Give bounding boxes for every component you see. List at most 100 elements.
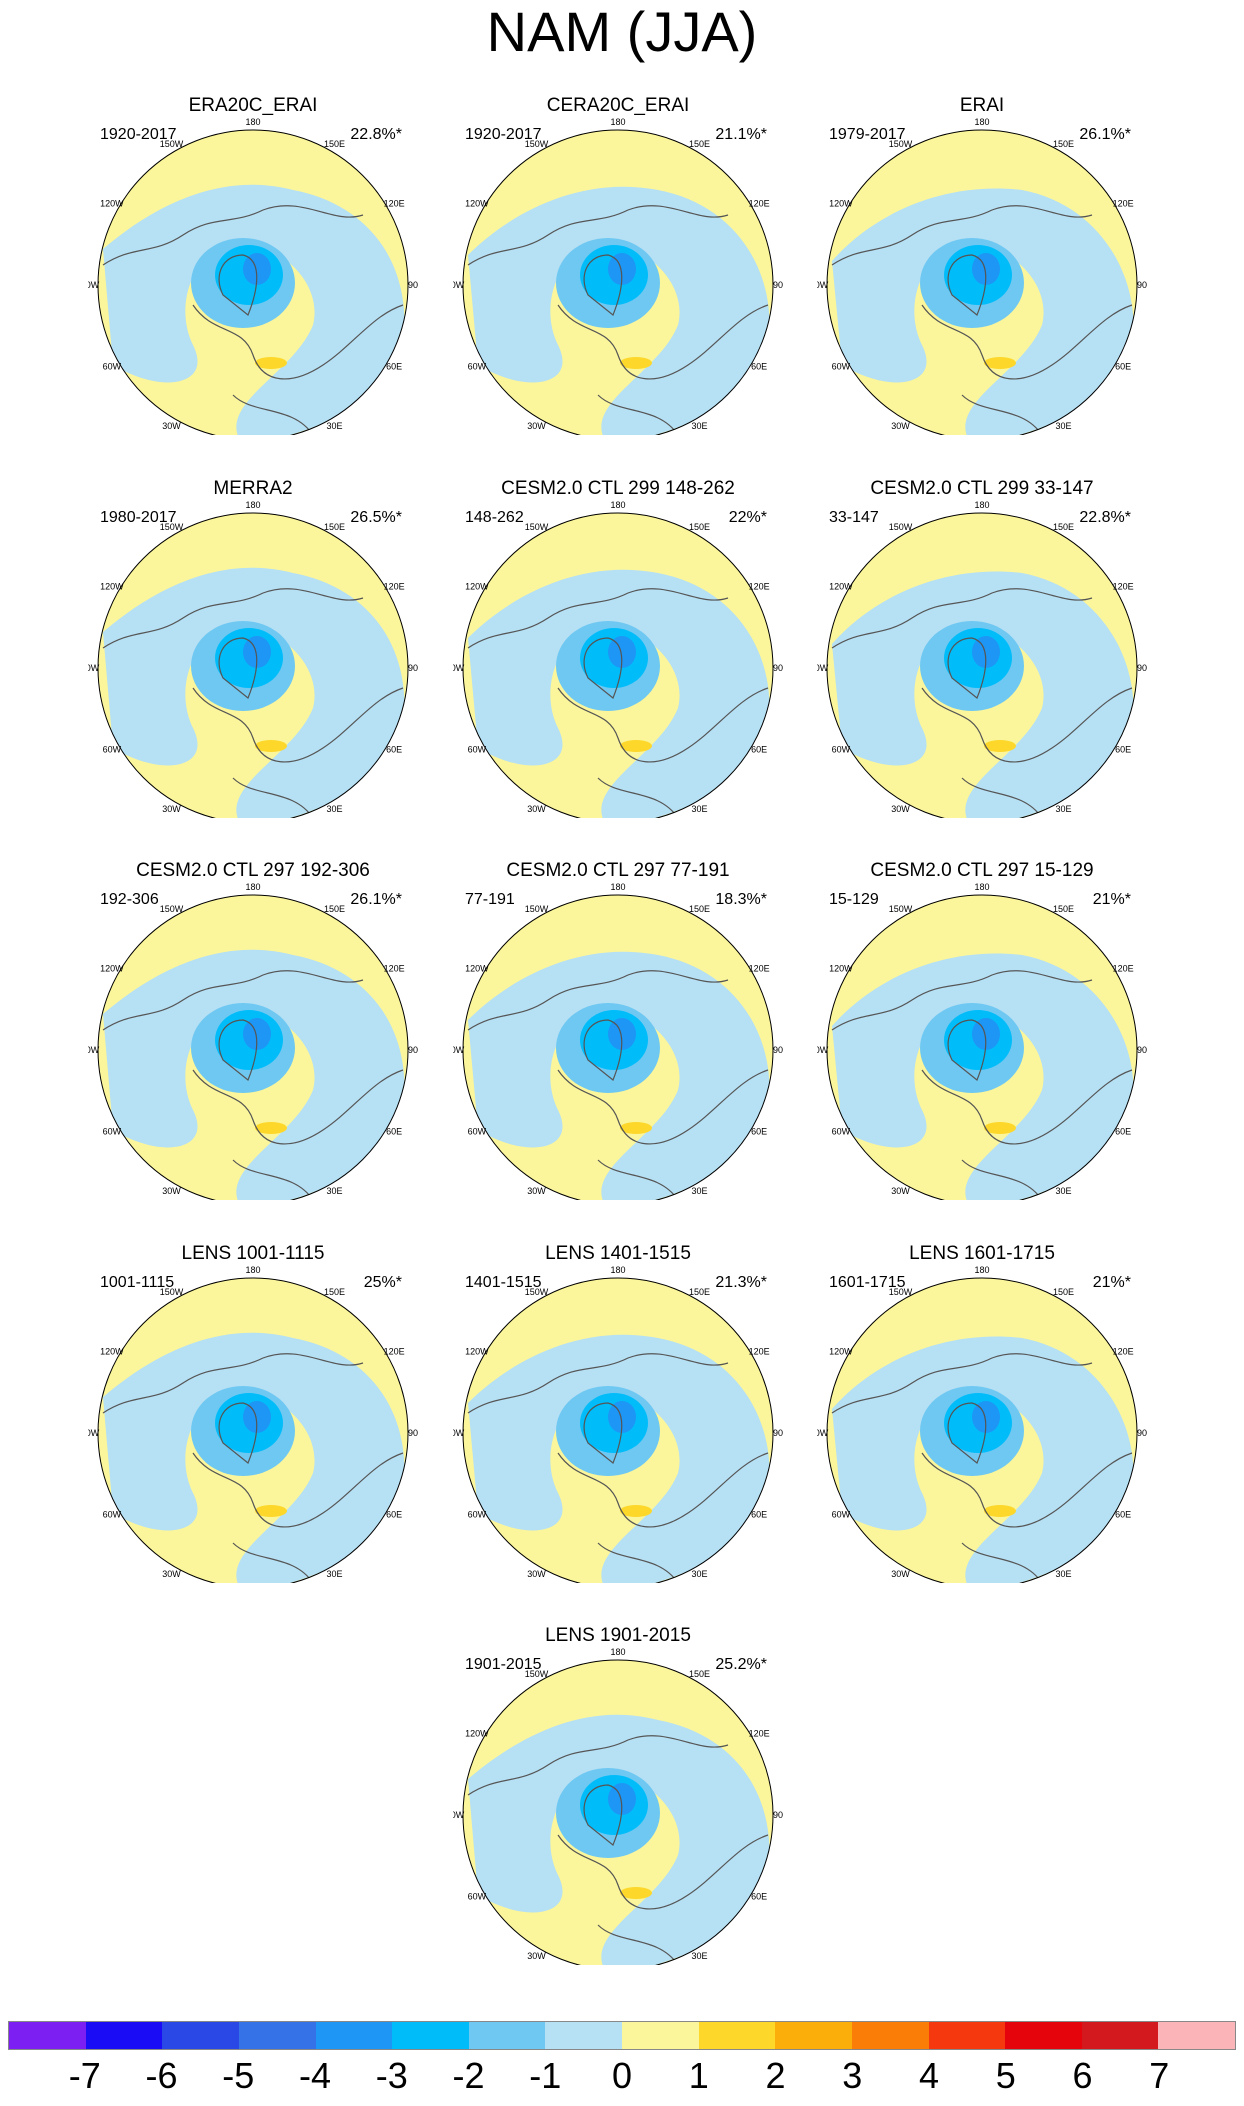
longitude-label: 30W — [527, 804, 546, 814]
positive-anomaly-blob — [984, 357, 1016, 369]
map-border — [462, 1277, 774, 1583]
colorbar-box — [1158, 2022, 1235, 2049]
longitude-label: 150E — [689, 522, 710, 532]
longitude-label: 180 — [974, 500, 989, 510]
polar-stereographic-map: 180150E120E90E60E30E030W60W90W120W150W — [453, 882, 783, 1200]
longitude-label: 90W — [88, 1428, 100, 1438]
panel-variance: 26.1%* — [1079, 126, 1131, 143]
positive-anomaly-blob — [620, 1505, 652, 1517]
panel-variance: 25.2%* — [715, 1656, 767, 1673]
longitude-label: 150W — [160, 904, 184, 914]
panel-variance: 22.8%* — [350, 126, 402, 143]
positive-anomaly-blob — [984, 1122, 1016, 1134]
polar-stereographic-map: 180150E120E90E60E30E030W60W90W120W150W — [88, 882, 418, 1200]
longitude-label: 120E — [1113, 582, 1134, 592]
map-panel: CESM2.0 CTL 297 77-191 77-191 18.3%* 180 150… — [453, 860, 783, 1200]
coastline — [467, 970, 769, 1200]
negative-anomaly-field — [468, 186, 770, 435]
longitude-label: 60W — [832, 1127, 851, 1137]
colorbar-tick-label: -1 — [529, 2055, 562, 2096]
colorbar-tick-label: 2 — [765, 2055, 786, 2096]
longitude-label: 60W — [103, 362, 122, 372]
panel-period: 1920-2017 — [100, 126, 177, 143]
panel-title: CESM2.0 CTL 299 148-262 — [501, 478, 735, 499]
longitude-label: 120E — [384, 582, 405, 592]
longitude-label: 150E — [1053, 522, 1074, 532]
longitude-label: 60W — [832, 1510, 851, 1520]
longitude-label: 150W — [889, 1287, 913, 1297]
panel-variance: 21%* — [1092, 891, 1131, 908]
colorbar-tick-label: -5 — [222, 2055, 255, 2096]
longitude-label: 30W — [527, 1951, 546, 1961]
longitude-label: 30E — [691, 1186, 707, 1196]
panel-title: CESM2.0 CTL 297 192-306 — [136, 860, 370, 881]
longitude-label: 150E — [324, 139, 345, 149]
map-panel: CESM2.0 CTL 297 192-306 192-306 26.1%* 180 1… — [88, 860, 418, 1200]
map-border — [97, 894, 409, 1200]
figure-title: NAM (JJA) — [486, 0, 758, 63]
coastline — [467, 1353, 769, 1583]
colorbar-tick-label: 7 — [1149, 2055, 1170, 2096]
panel-title: LENS 1401-1515 — [545, 1243, 691, 1264]
longitude-label: 30E — [326, 1186, 342, 1196]
longitude-label: 60W — [832, 362, 851, 372]
longitude-label: 30E — [326, 1569, 342, 1579]
longitude-label: 30E — [691, 1951, 707, 1961]
longitude-label: 150E — [1053, 904, 1074, 914]
colorbar-labels: -7 -6 -5 -4 -3 -2 -1 0 1 2 3 4 5 6 7 — [0, 2054, 1244, 2100]
longitude-label: 120E — [1113, 199, 1134, 209]
longitude-label: 30E — [1055, 1569, 1071, 1579]
longitude-label: 120E — [384, 964, 405, 974]
longitude-label: 60W — [103, 745, 122, 755]
longitude-label: 30E — [691, 1569, 707, 1579]
colorbar-tick-label: 3 — [842, 2055, 863, 2096]
coastline — [467, 588, 769, 818]
longitude-label: 90W — [88, 663, 100, 673]
coastline — [102, 205, 404, 435]
map-panel: LENS 1001-1115 1001-1115 25%* 180 150E 120E 90… — [88, 1243, 418, 1583]
longitude-label: 120W — [829, 582, 853, 592]
longitude-label: 60E — [751, 1510, 767, 1520]
colorbar-box — [928, 2022, 1006, 2049]
longitude-label: 30W — [162, 1186, 181, 1196]
negative-anomaly-field — [832, 1336, 1134, 1583]
panel-period: 1001-1115 — [100, 1274, 175, 1291]
panel-title: MERRA2 — [213, 478, 293, 499]
longitude-label: 150W — [525, 1669, 549, 1679]
panel-variance: 26.1%* — [350, 891, 402, 908]
panel-period: 33-147 — [829, 509, 879, 526]
longitude-label: 120E — [749, 1347, 770, 1357]
negative-anomaly-field — [832, 571, 1134, 818]
map-border — [826, 894, 1138, 1200]
colorbar-tick-label: 0 — [611, 2055, 633, 2096]
positive-anomaly-blob — [255, 1122, 287, 1134]
colorbar-box — [162, 2022, 239, 2049]
longitude-label: 150E — [1053, 1287, 1074, 1297]
colorbar-box — [622, 2022, 699, 2049]
longitude-label: 150W — [889, 522, 913, 532]
polar-stereographic-map: 180150E120E90E60E30E030W60W90W120W150W — [88, 117, 418, 435]
panel-period: 1980-2017 — [100, 509, 177, 526]
contour-level-minus-3 — [243, 1018, 271, 1050]
polar-stereographic-map: 180150E120E90E60E30E030W60W90W120W150W — [817, 1265, 1147, 1583]
contour-level-minus-3 — [608, 1018, 636, 1050]
contour-level-minus-3 — [608, 636, 636, 668]
panel-period: 15-129 — [829, 891, 879, 908]
longitude-label: 180 — [610, 1265, 625, 1275]
panel-variance: 25%* — [363, 1274, 402, 1291]
longitude-label: 30E — [326, 804, 342, 814]
longitude-label: 60W — [832, 745, 851, 755]
colorbar-tick-label: -6 — [145, 2055, 178, 2096]
positive-anomaly-blob — [620, 357, 652, 369]
longitude-label: 60E — [1115, 745, 1131, 755]
colorbar-box — [1081, 2022, 1159, 2049]
longitude-label: 90W — [88, 280, 100, 290]
longitude-label: 30W — [891, 1569, 910, 1579]
longitude-label: 180 — [245, 117, 260, 127]
map-border — [826, 512, 1138, 818]
colorbar — [8, 2021, 1236, 2050]
colorbar-box — [9, 2022, 86, 2049]
longitude-label: 30W — [891, 804, 910, 814]
longitude-label: 120E — [749, 964, 770, 974]
polar-stereographic-map: 180150E120E90E60E30E030W60W90W120W150W — [817, 882, 1147, 1200]
